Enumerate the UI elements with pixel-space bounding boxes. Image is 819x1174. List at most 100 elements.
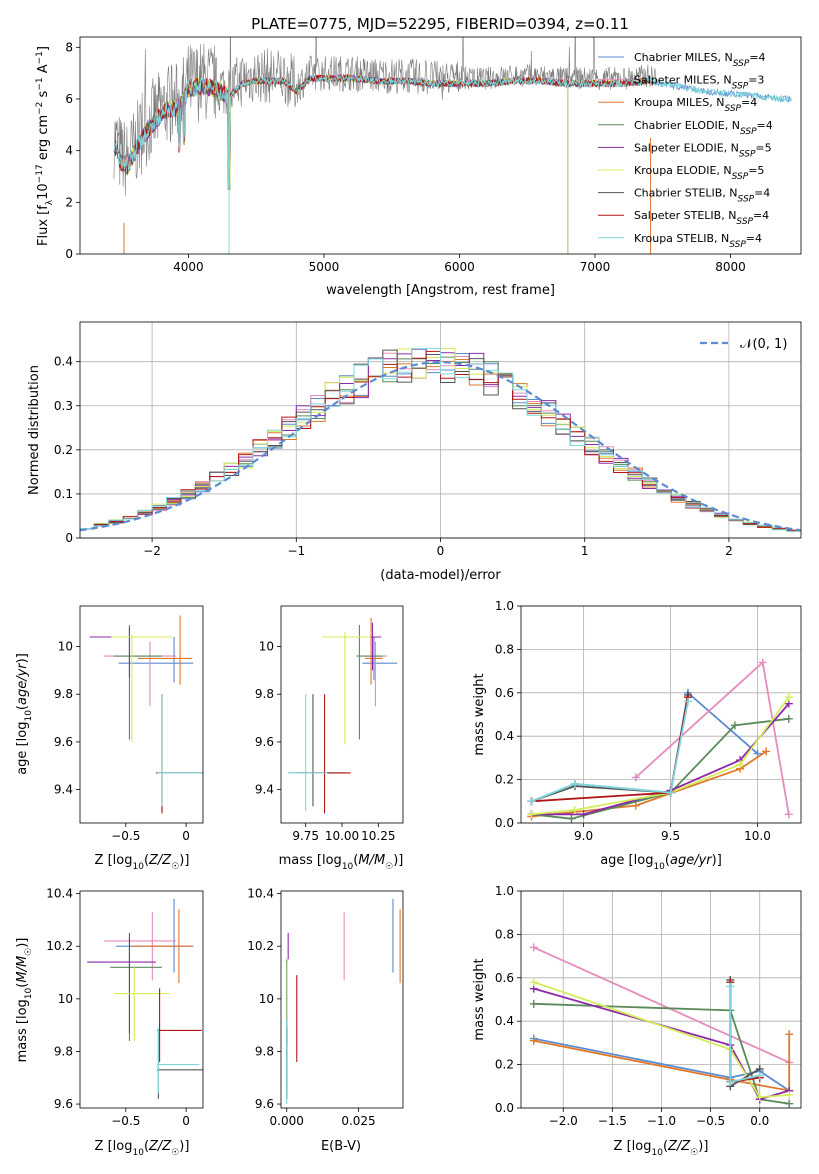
x-tick-label: −0.5 bbox=[696, 1114, 725, 1128]
y-tick-label: 10 bbox=[259, 992, 274, 1006]
mass-z-panel-ticks: −0.5 0 9.6 9.8 10 10.2 10.4 bbox=[46, 887, 190, 1128]
label-part: SSP bbox=[738, 195, 755, 205]
data-point bbox=[730, 721, 739, 730]
x-tick-label: 6000 bbox=[444, 260, 475, 274]
age-z-panel-frame bbox=[79, 605, 204, 824]
label-part: ] bbox=[36, 46, 51, 51]
y-tick-label: 0.2 bbox=[495, 1058, 514, 1072]
weight-age-panel-marks bbox=[527, 658, 793, 823]
x-tick-label: 9.0 bbox=[574, 829, 593, 843]
x-tick-label: −1.5 bbox=[598, 1114, 627, 1128]
label-part: ( bbox=[353, 853, 358, 868]
label-part: Flux [f bbox=[36, 205, 51, 246]
mass-ebv-xlabel: E(B-V) bbox=[321, 1139, 361, 1154]
y-tick-label: 1.0 bbox=[495, 884, 514, 898]
label-part: 10 bbox=[653, 862, 665, 872]
y-tick-label: 0.4 bbox=[54, 355, 73, 369]
label-part: )] bbox=[15, 653, 30, 663]
label-part: −1 bbox=[35, 51, 45, 64]
data-point bbox=[784, 693, 793, 702]
data-point bbox=[631, 801, 640, 810]
label-part: Z/Z bbox=[148, 853, 172, 868]
weight-z-panel-frame bbox=[520, 890, 802, 1109]
label-part: =4 bbox=[754, 187, 770, 200]
label-part: )] bbox=[15, 938, 30, 948]
y-tick-label: 0.8 bbox=[495, 927, 514, 941]
label-part: =4 bbox=[746, 232, 762, 245]
label-part: s bbox=[36, 90, 51, 101]
label-part: =4 bbox=[741, 96, 757, 109]
y-tick-label: 10.2 bbox=[46, 939, 73, 953]
data-point bbox=[726, 1077, 735, 1086]
age-z-ylabel: age [log10(age/yr)] bbox=[15, 653, 34, 775]
weight-series-line bbox=[533, 946, 790, 1064]
data-point bbox=[755, 1093, 764, 1102]
mass-z-panel: −0.5 0 9.6 9.8 10 10.2 10.4 bbox=[46, 887, 204, 1128]
residual-panel-ticks: −2 −1 0 1 2 0 0.1 0.2 0.3 0.4 bbox=[54, 355, 733, 558]
data-point bbox=[683, 697, 692, 706]
label-part: ☉ bbox=[171, 1148, 179, 1158]
y-tick-label: 9.6 bbox=[54, 735, 73, 749]
y-tick-label: 0 bbox=[65, 531, 73, 545]
age-mass-panel-frame bbox=[280, 605, 404, 824]
data-point bbox=[785, 1090, 794, 1099]
y-tick-label: 0.0 bbox=[495, 1101, 514, 1115]
label-part: =4 bbox=[749, 51, 765, 64]
y-tick-label: 1.0 bbox=[495, 599, 514, 613]
x-tick-label: 0 bbox=[182, 1114, 190, 1128]
label-part: Z/Z bbox=[667, 1139, 691, 1154]
y-tick-label: 6 bbox=[65, 92, 73, 106]
weight-z-panel-marks bbox=[529, 943, 794, 1108]
x-tick-label: 2 bbox=[725, 544, 733, 558]
label-part: =3 bbox=[748, 74, 764, 87]
x-tick-label: 10.00 bbox=[325, 829, 359, 843]
y-tick-label: 0.4 bbox=[495, 729, 514, 743]
data-point bbox=[758, 658, 767, 667]
y-tick-label: 10 bbox=[58, 640, 73, 654]
label-part: Chabrier STELIB, N bbox=[634, 187, 738, 200]
legend-entry: Salpeter ELODIE, NSSP=5 bbox=[634, 141, 772, 159]
y-tick-label: 9.8 bbox=[54, 687, 73, 701]
spectrum-ylabel: Flux [fλ10−17 erg cm−2 s−1 A−1] bbox=[35, 46, 55, 246]
label-part: SSP bbox=[724, 104, 741, 114]
mass-z-xlabel: Z [log10(Z/Z☉)] bbox=[95, 1139, 190, 1158]
label-part: Salpeter ELODIE, N bbox=[634, 141, 739, 154]
x-tick-label: −0.5 bbox=[111, 1114, 140, 1128]
x-tick-label: 0.025 bbox=[341, 1114, 375, 1128]
y-tick-label: 0.8 bbox=[495, 642, 514, 656]
figure-title: PLATE=0775, MJD=52295, FIBERID=0394, z=0… bbox=[251, 15, 629, 33]
legend-entry: 𝒩(0, 1) bbox=[740, 337, 787, 352]
weight-age-panel: 9.0 9.5 10.0 0.0 0.2 0.4 0.6 0.8 1.0 bbox=[495, 599, 802, 843]
x-tick-label: 5000 bbox=[309, 260, 340, 274]
x-tick-label: 0.0 bbox=[750, 1114, 769, 1128]
data-point bbox=[785, 1099, 794, 1108]
y-tick-label: 9.8 bbox=[54, 1044, 73, 1058]
residual-panel: −2 −1 0 1 2 0 0.1 0.2 0.3 0.4 bbox=[54, 321, 802, 558]
y-tick-label: 0.1 bbox=[54, 487, 73, 501]
mass-ebv-panel-frame bbox=[280, 890, 404, 1109]
mass-z-ylabel: mass [log10(M/M☉)] bbox=[15, 938, 34, 1063]
age-z-panel-ticks: −0.5 0 9.4 9.6 9.8 10 bbox=[54, 640, 190, 843]
label-part: 10 bbox=[342, 862, 354, 872]
label-part: A bbox=[36, 64, 51, 77]
label-part: Kroupa STELIB, N bbox=[634, 232, 729, 245]
x-tick-label: 7000 bbox=[580, 260, 611, 274]
label-part: )] bbox=[179, 1139, 189, 1154]
label-part: Z [log bbox=[95, 1139, 133, 1154]
label-part: Z [log bbox=[95, 853, 133, 868]
y-tick-label: 4 bbox=[65, 144, 73, 158]
x-tick-label: −1.0 bbox=[647, 1114, 676, 1128]
y-tick-label: 9.6 bbox=[255, 1097, 274, 1111]
weight-series-line bbox=[533, 1002, 790, 1105]
weight-age-panel-ticks: 9.0 9.5 10.0 0.0 0.2 0.4 0.6 0.8 1.0 bbox=[495, 599, 771, 843]
x-tick-label: −2.0 bbox=[549, 1114, 578, 1128]
label-part: age [log bbox=[600, 853, 653, 868]
data-point bbox=[529, 978, 538, 987]
y-tick-label: 9.8 bbox=[255, 1044, 274, 1058]
legend-entry: Chabrier STELIB, NSSP=4 bbox=[634, 187, 770, 205]
y-tick-label: 0 bbox=[65, 247, 73, 261]
y-tick-label: 9.6 bbox=[54, 1097, 73, 1111]
data-point bbox=[785, 1030, 794, 1039]
